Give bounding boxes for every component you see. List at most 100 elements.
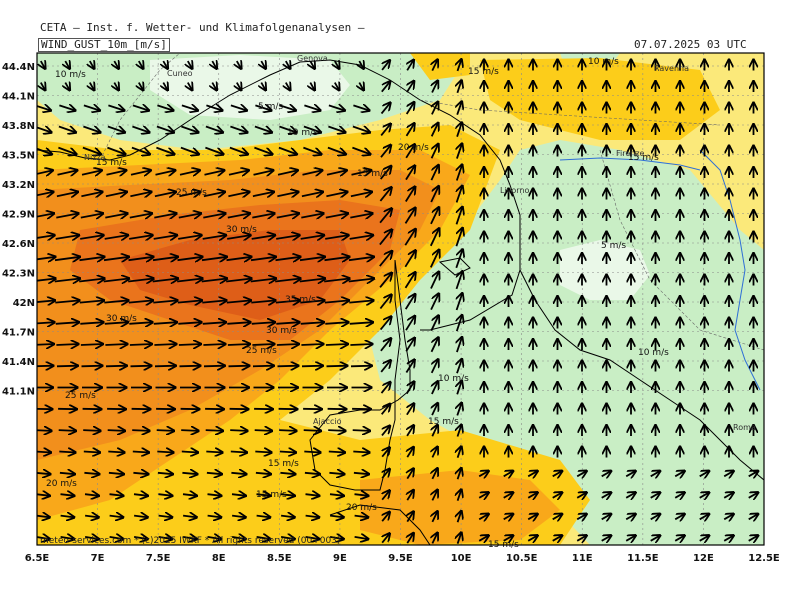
wind-arrow bbox=[157, 105, 173, 110]
wind-arrow bbox=[203, 344, 225, 345]
wind-arrow bbox=[379, 229, 392, 246]
wind-arrow bbox=[552, 492, 563, 498]
wind-arrow bbox=[250, 257, 276, 260]
wind-arrow bbox=[407, 447, 413, 458]
wind-arrow bbox=[130, 192, 151, 196]
wind-arrow bbox=[326, 366, 348, 367]
wind-arrow bbox=[276, 344, 299, 345]
wind-arrow bbox=[405, 338, 415, 352]
wind-arrow bbox=[457, 186, 463, 203]
wind-arrow bbox=[203, 192, 225, 196]
contour-label: 25 m/s bbox=[176, 188, 207, 198]
wind-arrow bbox=[576, 535, 587, 541]
wind-arrow bbox=[279, 105, 296, 110]
lat-lon-grid bbox=[37, 53, 764, 545]
wind-arrow bbox=[128, 279, 154, 282]
wind-arrow bbox=[103, 279, 130, 282]
wind-arrow bbox=[407, 511, 413, 523]
wind-arrow bbox=[37, 279, 56, 282]
wind-arrow bbox=[276, 322, 299, 324]
wind-arrow bbox=[261, 83, 266, 91]
longitude-tick-label: 9E bbox=[333, 553, 347, 564]
wind-arrow bbox=[325, 344, 348, 345]
wind-arrow bbox=[58, 146, 76, 155]
longitude-tick-label: 10E bbox=[451, 553, 472, 564]
wind-arrow bbox=[304, 452, 320, 453]
wind-arrow bbox=[231, 473, 246, 474]
wind-arrow bbox=[229, 146, 248, 155]
wind-arrow bbox=[457, 207, 463, 225]
wind-arrow bbox=[748, 471, 759, 477]
wind-arrow bbox=[79, 257, 105, 260]
latitude-tick-label: 43.5N bbox=[2, 151, 35, 162]
wind-arrow bbox=[212, 61, 217, 69]
wind-arrow bbox=[202, 322, 226, 324]
wind-arrow bbox=[256, 537, 271, 539]
wind-arrow bbox=[552, 471, 563, 477]
wind-arrow bbox=[382, 469, 390, 479]
wind-arrow bbox=[299, 257, 325, 260]
wind-arrow bbox=[303, 430, 322, 431]
wind-arrow bbox=[177, 300, 202, 302]
wind-arrow bbox=[202, 235, 227, 239]
wind-arrow bbox=[83, 127, 100, 133]
wind-arrow bbox=[674, 514, 685, 520]
wind-arrow bbox=[404, 208, 416, 224]
wind-arrow bbox=[359, 83, 364, 91]
wind-arrow bbox=[455, 228, 462, 247]
wind-arrow bbox=[227, 344, 250, 345]
wind-arrow bbox=[305, 516, 320, 518]
wind-arrow bbox=[41, 61, 46, 69]
wind-arrow bbox=[503, 492, 514, 498]
wind-arrow bbox=[152, 279, 179, 282]
wind-arrow bbox=[231, 516, 246, 518]
wind-arrow bbox=[407, 60, 414, 71]
wind-arrow bbox=[458, 468, 462, 480]
wind-arrow bbox=[478, 492, 489, 498]
wind-arrow bbox=[228, 192, 249, 196]
wind-arrow bbox=[407, 490, 413, 501]
wind-arrow bbox=[152, 257, 178, 260]
wind-arrow bbox=[252, 192, 274, 196]
wind-arrow bbox=[748, 492, 759, 498]
wind-arrow bbox=[114, 83, 119, 91]
wind-arrow bbox=[256, 516, 271, 518]
wind-arrow bbox=[261, 61, 266, 69]
wind-arrow bbox=[237, 83, 242, 91]
wind-arrow bbox=[226, 257, 252, 260]
wind-arrow bbox=[723, 514, 734, 520]
wind-arrow bbox=[206, 452, 222, 453]
wind-arrow bbox=[58, 430, 77, 431]
place-nizza: Nizza bbox=[84, 153, 106, 162]
wind-arrow bbox=[458, 425, 462, 437]
wind-arrow bbox=[157, 473, 173, 474]
wind-arrow bbox=[153, 300, 177, 302]
wind-arrow bbox=[83, 105, 100, 110]
wind-arrow bbox=[106, 170, 127, 175]
wind-arrow bbox=[353, 452, 369, 453]
wind-arrow bbox=[455, 249, 462, 269]
wind-arrow bbox=[251, 300, 275, 302]
wind-arrow bbox=[457, 403, 461, 416]
wind-arrow bbox=[65, 61, 70, 69]
wind-arrow bbox=[182, 537, 197, 539]
wind-arrow bbox=[278, 146, 297, 155]
wind-arrow bbox=[430, 207, 439, 225]
wind-arrow bbox=[329, 516, 344, 518]
wind-arrow bbox=[182, 516, 197, 518]
map-frame bbox=[36, 52, 765, 546]
wind-arrow bbox=[404, 250, 415, 268]
wind-arrow bbox=[277, 170, 298, 175]
wind-arrow bbox=[305, 537, 320, 539]
wind-arrow bbox=[748, 514, 759, 520]
wind-arrow bbox=[349, 322, 373, 324]
wind-arrow bbox=[230, 105, 247, 110]
wind-arrow bbox=[55, 322, 79, 324]
wind-arrow bbox=[503, 514, 514, 520]
wind-arrow bbox=[79, 279, 105, 282]
wind-arrow bbox=[382, 447, 390, 458]
wind-arrow bbox=[251, 322, 275, 324]
wind-arrow bbox=[108, 452, 124, 453]
wind-arrow bbox=[301, 366, 323, 367]
wind-arrow bbox=[37, 300, 55, 302]
